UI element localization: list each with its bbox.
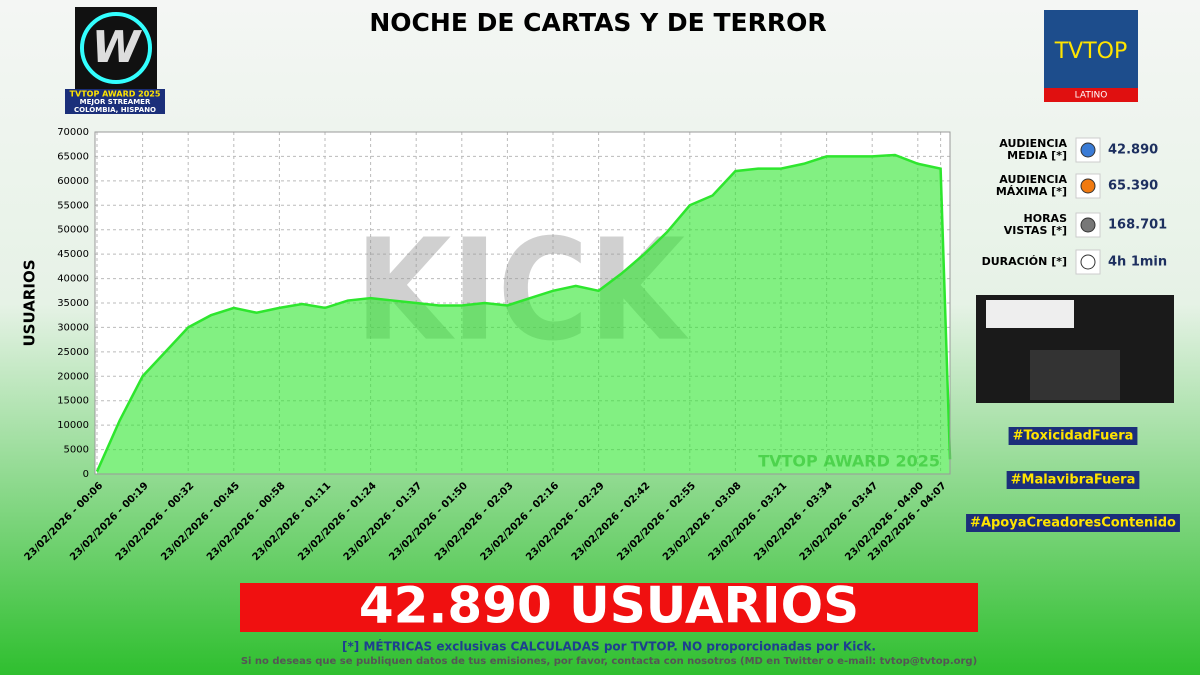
area — [97, 154, 950, 474]
stat-icon-glyph — [1080, 254, 1096, 270]
chart-watermark: TVTOP AWARD 2025 — [758, 452, 940, 471]
stat-label: DURACIÓN [*] — [982, 255, 1067, 268]
y-tick-label: 5000 — [64, 445, 89, 456]
stat-label: AUDIENCIA — [999, 137, 1067, 150]
tvtop-logo — [1044, 10, 1138, 90]
banner: 42.890 USUARIOS — [359, 577, 859, 635]
y-tick-label: 55000 — [57, 200, 89, 211]
thumbnail-cam — [1030, 350, 1120, 400]
stat-label: VISTAS [*] — [1004, 224, 1067, 237]
badge-line: TVTOP AWARD 2025 — [70, 90, 161, 99]
banner-box — [240, 583, 978, 632]
y-tick-label: 45000 — [57, 249, 89, 260]
badge-box — [65, 89, 165, 114]
hashtag: #MalavibraFuera — [1011, 473, 1136, 488]
badge-line: COLOMBIA, HISPANO — [74, 106, 156, 114]
stat-value: 168.701 — [1108, 218, 1167, 233]
stat-label: AUDIENCIA — [999, 173, 1067, 186]
streamer-logo — [75, 7, 157, 89]
stat-value: 4h 1min — [1108, 255, 1167, 270]
logo-ring — [80, 12, 152, 84]
y-tick-label: 40000 — [57, 274, 89, 285]
y-tick-label: 50000 — [57, 225, 89, 236]
stat-icon-glyph — [1080, 178, 1096, 194]
footer-note: [*] MÉTRICAS exclusivas CALCULADAS por T… — [342, 639, 876, 654]
hashtag-box — [966, 514, 1180, 532]
y-tick-label: 20000 — [57, 371, 89, 382]
badge-line: MEJOR STREAMER — [80, 98, 151, 106]
stat-value: 65.390 — [1108, 179, 1158, 194]
y-axis-label: USUARIOS — [21, 260, 39, 347]
thumbnail-window — [986, 300, 1074, 328]
plot-border — [94, 131, 951, 475]
footer-contact: Si no deseas que se publiquen datos de t… — [241, 656, 977, 667]
y-tick-label: 15000 — [57, 396, 89, 407]
hashtag-box — [1008, 427, 1138, 445]
y-tick-label: 35000 — [57, 298, 89, 309]
tvtop-logo-subtext: LATINO — [1075, 91, 1108, 101]
stat-label: HORAS — [1024, 212, 1068, 225]
stat-label: MÁXIMA [*] — [996, 185, 1067, 198]
title: NOCHE DE CARTAS Y DE TERROR — [369, 8, 826, 37]
hashtag: #ApoyaCreadoresContenido — [970, 516, 1176, 531]
hashtag: #ToxicidadFuera — [1013, 429, 1134, 444]
hashtag-box — [1006, 471, 1140, 489]
logo-letter: W — [92, 22, 143, 73]
y-tick-label: 30000 — [57, 322, 89, 333]
y-tick-label: 10000 — [57, 420, 89, 431]
stat-value: 42.890 — [1108, 143, 1158, 158]
y-tick-label: 70000 — [57, 127, 89, 138]
area-line — [95, 153, 952, 473]
y-tick-label: 60000 — [57, 176, 89, 187]
y-tick-label: 25000 — [57, 347, 89, 358]
tvtop-logo-strip — [1044, 88, 1138, 102]
y-tick-label: 0 — [83, 469, 89, 480]
y-tick-label: 65000 — [57, 151, 89, 162]
stat-icon-glyph — [1080, 142, 1096, 158]
stat-label: MEDIA [*] — [1007, 149, 1067, 162]
stat-icon-glyph — [1080, 217, 1096, 233]
tvtop-logo-text: TVTOP — [1054, 39, 1128, 64]
